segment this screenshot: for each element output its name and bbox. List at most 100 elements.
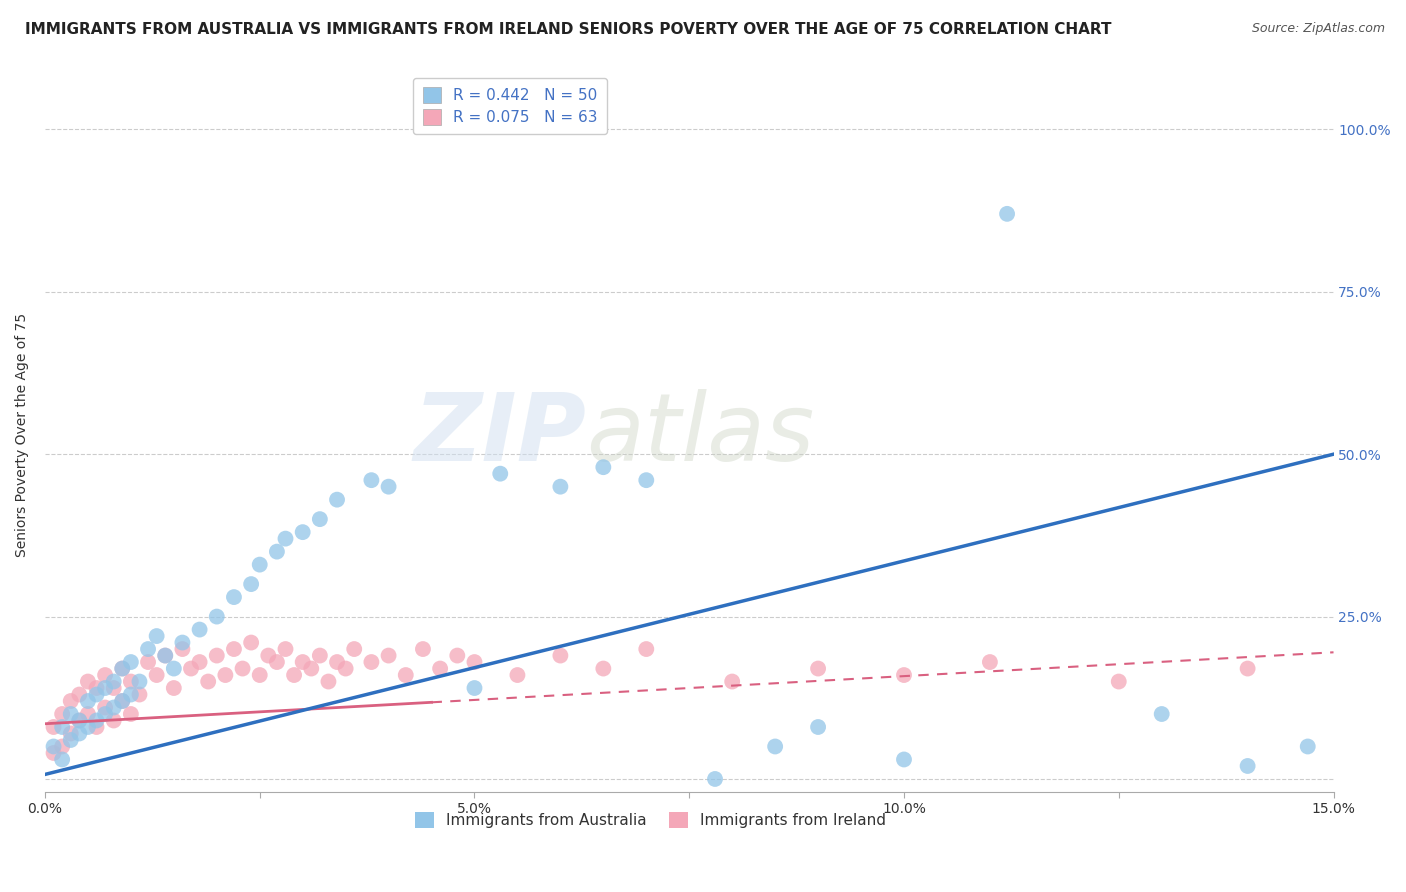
- Point: [103, 700, 125, 714]
- Point: [77, 674, 100, 689]
- Point: [807, 720, 830, 734]
- Point: [377, 648, 399, 663]
- Point: [360, 655, 382, 669]
- Point: [155, 648, 177, 663]
- Point: [249, 558, 271, 572]
- Point: [377, 480, 399, 494]
- Text: atlas: atlas: [586, 389, 814, 480]
- Point: [136, 655, 159, 669]
- Point: [120, 674, 142, 689]
- Point: [42, 720, 65, 734]
- Point: [51, 752, 73, 766]
- Point: [636, 473, 658, 487]
- Point: [395, 668, 418, 682]
- Point: [163, 661, 186, 675]
- Point: [205, 609, 228, 624]
- Point: [77, 694, 100, 708]
- Point: [299, 661, 322, 675]
- Point: [94, 706, 117, 721]
- Point: [120, 655, 142, 669]
- Point: [51, 706, 73, 721]
- Point: [1296, 739, 1319, 754]
- Point: [1150, 706, 1173, 721]
- Point: [506, 668, 529, 682]
- Point: [1108, 674, 1130, 689]
- Point: [103, 674, 125, 689]
- Point: [111, 694, 134, 708]
- Point: [103, 681, 125, 695]
- Point: [51, 720, 73, 734]
- Point: [214, 668, 236, 682]
- Point: [335, 661, 357, 675]
- Legend: Immigrants from Australia, Immigrants from Ireland: Immigrants from Australia, Immigrants fr…: [409, 806, 891, 834]
- Point: [59, 733, 82, 747]
- Point: [67, 714, 90, 728]
- Y-axis label: Seniors Poverty Over the Age of 75: Seniors Poverty Over the Age of 75: [15, 312, 30, 557]
- Point: [489, 467, 512, 481]
- Point: [222, 590, 245, 604]
- Point: [308, 512, 330, 526]
- Point: [128, 688, 150, 702]
- Point: [77, 706, 100, 721]
- Point: [51, 739, 73, 754]
- Point: [308, 648, 330, 663]
- Point: [42, 746, 65, 760]
- Point: [274, 532, 297, 546]
- Point: [155, 648, 177, 663]
- Point: [136, 642, 159, 657]
- Point: [67, 688, 90, 702]
- Point: [240, 635, 263, 649]
- Point: [763, 739, 786, 754]
- Point: [103, 714, 125, 728]
- Point: [111, 661, 134, 675]
- Point: [59, 706, 82, 721]
- Point: [326, 492, 349, 507]
- Point: [86, 688, 108, 702]
- Point: [592, 661, 614, 675]
- Point: [807, 661, 830, 675]
- Point: [77, 720, 100, 734]
- Point: [550, 480, 572, 494]
- Point: [291, 655, 314, 669]
- Point: [249, 668, 271, 682]
- Point: [145, 629, 167, 643]
- Point: [318, 674, 340, 689]
- Point: [197, 674, 219, 689]
- Point: [67, 714, 90, 728]
- Point: [222, 642, 245, 657]
- Point: [111, 694, 134, 708]
- Point: [995, 207, 1018, 221]
- Point: [94, 700, 117, 714]
- Point: [94, 668, 117, 682]
- Point: [429, 661, 451, 675]
- Text: IMMIGRANTS FROM AUSTRALIA VS IMMIGRANTS FROM IRELAND SENIORS POVERTY OVER THE AG: IMMIGRANTS FROM AUSTRALIA VS IMMIGRANTS …: [25, 22, 1112, 37]
- Point: [120, 688, 142, 702]
- Point: [636, 642, 658, 657]
- Point: [326, 655, 349, 669]
- Text: ZIP: ZIP: [413, 389, 586, 481]
- Point: [360, 473, 382, 487]
- Point: [188, 655, 211, 669]
- Point: [893, 752, 915, 766]
- Point: [463, 655, 485, 669]
- Point: [86, 720, 108, 734]
- Point: [67, 726, 90, 740]
- Point: [721, 674, 744, 689]
- Point: [172, 642, 194, 657]
- Point: [274, 642, 297, 657]
- Point: [343, 642, 366, 657]
- Point: [412, 642, 434, 657]
- Point: [592, 460, 614, 475]
- Point: [1236, 759, 1258, 773]
- Point: [111, 661, 134, 675]
- Point: [120, 706, 142, 721]
- Point: [172, 635, 194, 649]
- Point: [86, 714, 108, 728]
- Point: [232, 661, 254, 675]
- Point: [86, 681, 108, 695]
- Point: [291, 525, 314, 540]
- Point: [180, 661, 202, 675]
- Text: Source: ZipAtlas.com: Source: ZipAtlas.com: [1251, 22, 1385, 36]
- Point: [94, 681, 117, 695]
- Point: [42, 739, 65, 754]
